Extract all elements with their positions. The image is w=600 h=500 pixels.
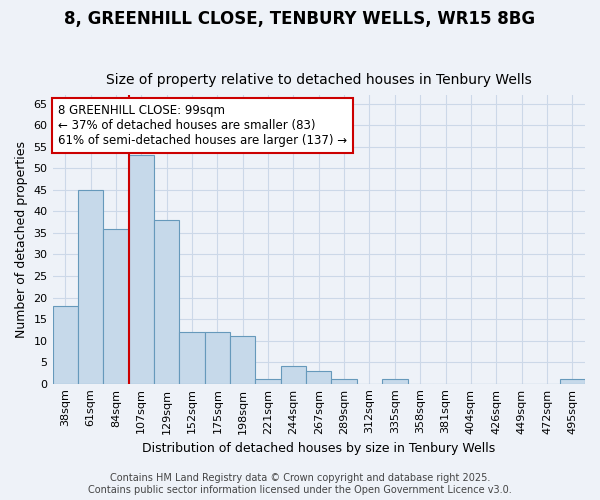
Bar [560, 380, 585, 384]
Bar [230, 336, 256, 384]
Bar [128, 156, 154, 384]
Text: 8, GREENHILL CLOSE, TENBURY WELLS, WR15 8BG: 8, GREENHILL CLOSE, TENBURY WELLS, WR15 … [64, 10, 536, 28]
Bar [331, 380, 357, 384]
Bar [78, 190, 103, 384]
Bar [382, 380, 407, 384]
Bar [179, 332, 205, 384]
Bar [256, 380, 281, 384]
Bar [53, 306, 78, 384]
X-axis label: Distribution of detached houses by size in Tenbury Wells: Distribution of detached houses by size … [142, 442, 496, 455]
Y-axis label: Number of detached properties: Number of detached properties [15, 141, 28, 338]
Bar [154, 220, 179, 384]
Bar [281, 366, 306, 384]
Text: Contains HM Land Registry data © Crown copyright and database right 2025.
Contai: Contains HM Land Registry data © Crown c… [88, 474, 512, 495]
Bar [103, 228, 128, 384]
Title: Size of property relative to detached houses in Tenbury Wells: Size of property relative to detached ho… [106, 73, 532, 87]
Bar [306, 371, 331, 384]
Text: 8 GREENHILL CLOSE: 99sqm
← 37% of detached houses are smaller (83)
61% of semi-d: 8 GREENHILL CLOSE: 99sqm ← 37% of detach… [58, 104, 347, 147]
Bar [205, 332, 230, 384]
